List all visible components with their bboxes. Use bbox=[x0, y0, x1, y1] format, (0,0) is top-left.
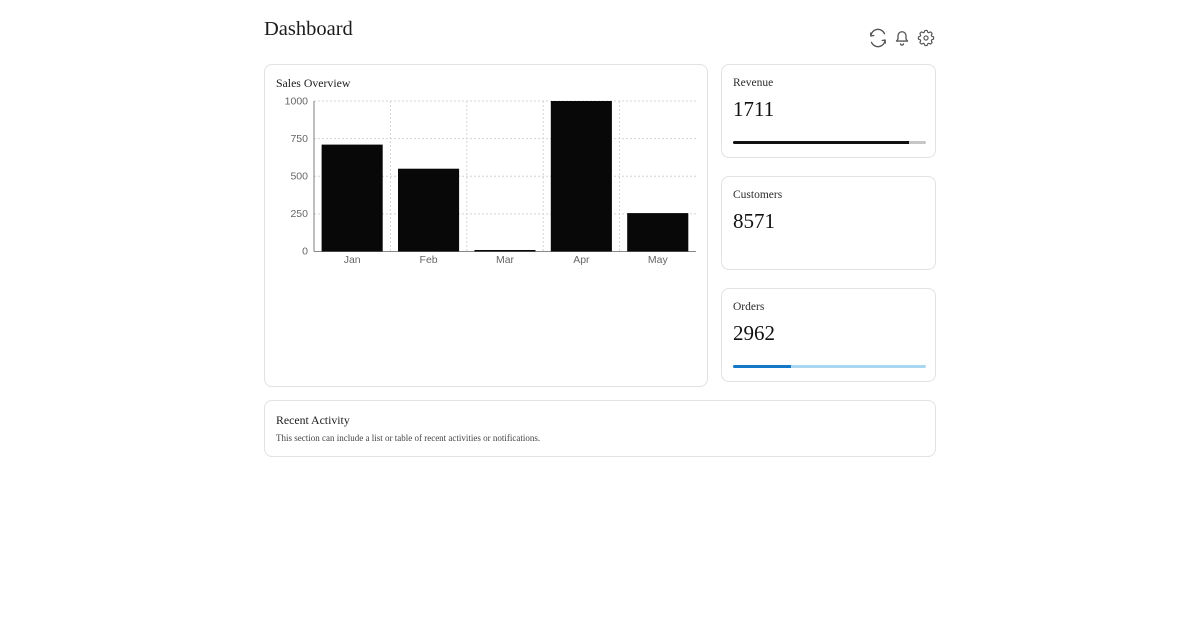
svg-text:500: 500 bbox=[290, 171, 308, 183]
svg-text:250: 250 bbox=[290, 208, 308, 220]
svg-text:Mar: Mar bbox=[496, 254, 515, 266]
svg-text:750: 750 bbox=[290, 133, 308, 145]
svg-text:1000: 1000 bbox=[285, 96, 309, 108]
svg-text:Jan: Jan bbox=[344, 254, 361, 266]
svg-text:May: May bbox=[648, 254, 669, 266]
svg-text:Apr: Apr bbox=[573, 254, 590, 266]
svg-text:Feb: Feb bbox=[420, 254, 438, 266]
svg-text:0: 0 bbox=[302, 246, 308, 258]
